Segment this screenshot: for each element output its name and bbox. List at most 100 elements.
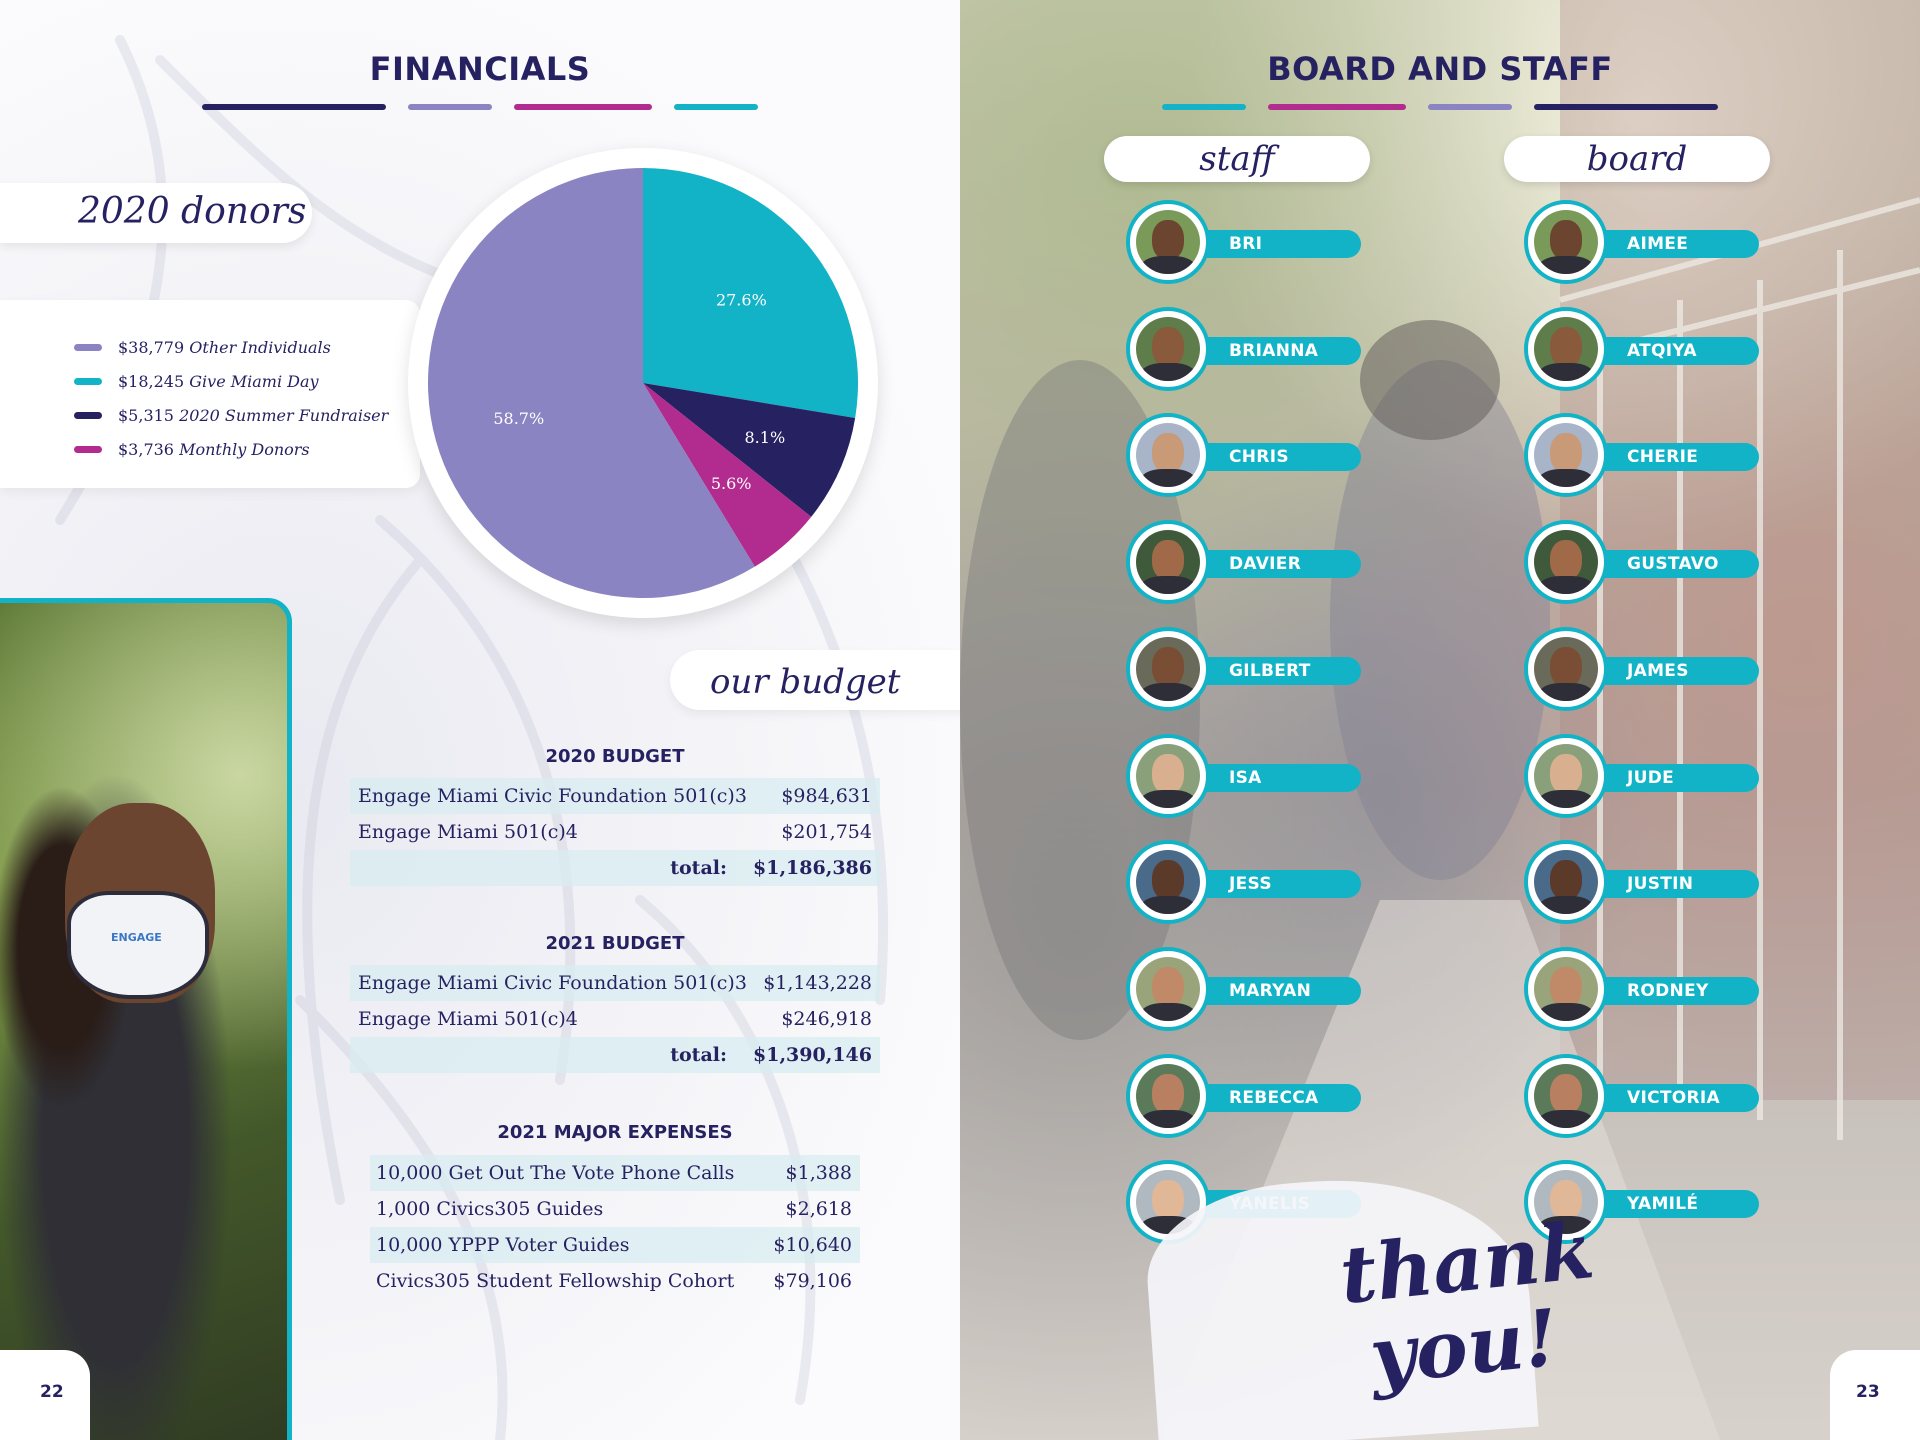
total-label: total:: [670, 857, 727, 879]
title-underline-teal: [674, 104, 758, 110]
row-value: $2,618: [785, 1198, 852, 1220]
board-member: ATQIYA: [1524, 306, 1764, 399]
member-name: REBECCA: [1229, 1087, 1319, 1108]
staff-header: staff: [1104, 136, 1370, 182]
thank-you-line2: you!: [1365, 1292, 1563, 1403]
table-total-row: total: $1,390,146: [350, 1037, 880, 1073]
avatar-photo: [1136, 210, 1200, 274]
legend-swatch: [74, 445, 102, 453]
name-pill: [1181, 230, 1361, 258]
member-name: JUSTIN: [1627, 874, 1694, 895]
legend-item: $5,315 2020 Summer Fundraiser: [74, 404, 388, 426]
member-name: RODNEY: [1627, 980, 1709, 1001]
avatar: [1524, 1053, 1608, 1138]
row-value: $10,640: [773, 1234, 852, 1256]
name-pill: [1181, 763, 1361, 792]
name-pill: [1579, 1190, 1759, 1219]
total-label: total:: [670, 1044, 727, 1066]
name-pill: [1579, 870, 1759, 899]
row-label: Civics305 Student Fellowship Cohort: [376, 1270, 735, 1292]
staff-member: JESS: [1126, 840, 1366, 932]
budget-2021-title: 2021 BUDGET: [545, 933, 685, 954]
row-value: $1,143,228: [763, 972, 872, 994]
name-pill: [1579, 230, 1759, 258]
pie-slice: [643, 168, 858, 418]
row-value: $79,106: [773, 1270, 852, 1292]
name-pill: [1181, 656, 1361, 685]
table-row: Engage Miami 501(c)4 $201,754: [350, 814, 880, 850]
staff-member: DAVIER: [1126, 520, 1366, 612]
table-row: 10,000 YPPP Voter Guides $10,640: [370, 1227, 860, 1263]
table-row: 1,000 Civics305 Guides $2,618: [370, 1191, 860, 1227]
budget-heading: our budget: [710, 662, 901, 702]
title-underline-teal: [1162, 104, 1246, 110]
avatar-photo: [1534, 636, 1598, 701]
name-pill: [1181, 870, 1361, 899]
row-value: $1,388: [785, 1162, 852, 1184]
avatar: [1126, 306, 1210, 391]
name-pill: [1579, 336, 1759, 365]
budget-2020-title: 2020 BUDGET: [545, 746, 685, 767]
avatar: [1524, 946, 1608, 1031]
donors-heading-tag: 2020 donors: [0, 183, 312, 243]
avatar: [1126, 200, 1210, 284]
row-value: $201,754: [781, 821, 872, 843]
legend-label: 2020 Summer Fundraiser: [179, 405, 389, 425]
legend-item: $38,779 Other Individuals: [74, 336, 331, 358]
member-name: CHERIE: [1627, 447, 1699, 468]
title-underline-navy: [202, 104, 386, 110]
member-name: JAMES: [1627, 660, 1689, 681]
legend-swatch: [74, 377, 102, 385]
staff-member: ISA: [1126, 733, 1366, 826]
member-name: VICTORIA: [1627, 1087, 1720, 1108]
table-row: 10,000 Get Out The Vote Phone Calls $1,38…: [370, 1155, 860, 1191]
name-pill: [1579, 443, 1759, 472]
avatar-photo: [1534, 743, 1598, 808]
pie-value-label: 27.6%: [716, 291, 767, 310]
avatar-photo: [1534, 316, 1598, 381]
avatar-photo: [1136, 1170, 1200, 1235]
donors-heading: 2020 donors: [78, 191, 307, 232]
page-number-box: [0, 1350, 90, 1440]
donor-pie-chart: 27.6% 8.1% 5.6% 58.7%: [408, 148, 878, 618]
staff-member: GILBERT: [1126, 626, 1366, 719]
staff-member: CHRIS: [1126, 413, 1366, 505]
name-pill: [1579, 763, 1759, 792]
member-name: DAVIER: [1229, 554, 1302, 575]
donor-legend: $38,779 Other Individuals $18,245 Give M…: [0, 300, 420, 488]
board-member: AIMEE: [1524, 200, 1764, 292]
name-pill: [1181, 550, 1361, 579]
avatar-photo: [1534, 210, 1598, 274]
avatar: [1126, 413, 1210, 498]
member-name: GUSTAVO: [1627, 554, 1719, 575]
board-header: board: [1504, 136, 1770, 182]
board-member: CHERIE: [1524, 413, 1764, 505]
member-name: JUDE: [1627, 767, 1675, 788]
pie-slice: [428, 168, 755, 598]
row-label: Engage Miami Civic Foundation 501(c)3: [358, 972, 747, 994]
row-label: Engage Miami 501(c)4: [358, 821, 578, 843]
face-mask: ENGAGE: [67, 891, 209, 999]
member-name: MARYAN: [1229, 980, 1312, 1001]
avatar-photo: [1136, 956, 1200, 1021]
avatar-photo: [1136, 423, 1200, 488]
row-label: 1,000 Civics305 Guides: [376, 1198, 604, 1220]
legend-item: $18,245 Give Miami Day: [74, 370, 319, 392]
pie-slice: [643, 383, 856, 517]
avatar-photo: [1534, 956, 1598, 1021]
legend-label: Other Individuals: [189, 337, 331, 357]
total-value: $1,390,146: [753, 1044, 872, 1066]
title-underline-navy: [1534, 104, 1718, 110]
name-pill: [1579, 1083, 1759, 1112]
avatar: [1126, 626, 1210, 711]
pie-value-label: 5.6%: [711, 474, 752, 493]
row-value: $246,918: [781, 1008, 872, 1030]
legend-item: $3,736 Monthly Donors: [74, 438, 310, 460]
row-label: Engage Miami Civic Foundation 501(c)3: [358, 785, 747, 807]
page-title: FINANCIALS: [369, 50, 591, 88]
title-underline-lavender: [1428, 104, 1512, 110]
member-name: JESS: [1229, 874, 1272, 895]
board-member: RODNEY: [1524, 946, 1764, 1039]
avatar-photo: [1136, 636, 1200, 701]
avatar-photo: [1136, 1063, 1200, 1128]
